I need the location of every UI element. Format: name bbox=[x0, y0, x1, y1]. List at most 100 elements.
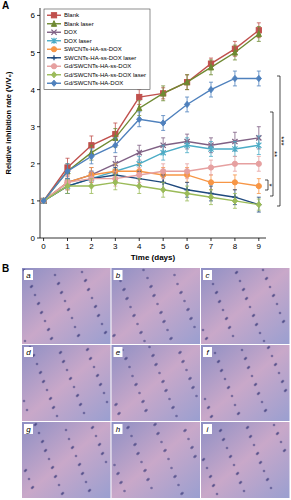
data-point bbox=[184, 169, 189, 174]
error-bar bbox=[89, 145, 93, 160]
y-tick-label: 2 bbox=[31, 160, 36, 169]
nucleus bbox=[68, 438, 71, 441]
image-label-bg bbox=[203, 270, 212, 280]
nucleus bbox=[123, 490, 126, 493]
error-bar bbox=[185, 138, 189, 153]
nucleus bbox=[101, 453, 104, 456]
data-point bbox=[208, 165, 213, 170]
legend-marker bbox=[51, 47, 56, 52]
nucleus bbox=[51, 467, 54, 470]
data-point bbox=[184, 190, 189, 196]
nucleus bbox=[78, 464, 81, 467]
nucleus bbox=[71, 447, 74, 450]
nucleus bbox=[210, 416, 213, 419]
nucleus bbox=[134, 384, 137, 387]
error-bar bbox=[233, 71, 237, 86]
nucleus bbox=[277, 432, 280, 435]
data-point bbox=[41, 198, 46, 204]
nucleus bbox=[46, 389, 49, 392]
nucleus bbox=[136, 323, 139, 326]
image-label: f bbox=[206, 348, 209, 357]
nucleus bbox=[227, 387, 230, 390]
image-label-bg bbox=[24, 270, 33, 280]
image-label-bg bbox=[203, 424, 212, 434]
nucleus bbox=[73, 386, 76, 389]
nucleus bbox=[169, 338, 172, 341]
nucleus bbox=[219, 300, 222, 303]
nucleus bbox=[245, 357, 248, 360]
nucleus bbox=[87, 289, 90, 292]
legend-marker bbox=[51, 55, 56, 60]
nucleus bbox=[220, 370, 223, 373]
error-bar bbox=[66, 179, 70, 194]
data-point bbox=[65, 168, 70, 174]
data-point bbox=[208, 146, 213, 152]
histology-image: g bbox=[22, 422, 111, 498]
nucleus bbox=[82, 472, 85, 475]
data-point bbox=[208, 87, 213, 93]
nucleus bbox=[45, 449, 48, 452]
nucleus bbox=[247, 426, 250, 429]
nucleus bbox=[167, 458, 170, 461]
nucleus bbox=[60, 351, 63, 354]
data-point bbox=[161, 91, 166, 96]
nucleus bbox=[150, 285, 153, 288]
nucleus bbox=[171, 407, 174, 410]
series-line bbox=[44, 164, 259, 201]
nucleus bbox=[113, 464, 116, 467]
nucleus bbox=[160, 311, 163, 314]
data-point bbox=[89, 153, 94, 159]
nucleus bbox=[51, 337, 54, 340]
nucleus bbox=[40, 312, 43, 315]
nucleus bbox=[240, 481, 243, 484]
nucleus bbox=[193, 456, 196, 459]
nucleus bbox=[126, 427, 129, 430]
nucleus bbox=[159, 312, 162, 315]
nucleus bbox=[84, 280, 87, 283]
nucleus bbox=[186, 309, 189, 312]
nucleus bbox=[218, 301, 221, 304]
nucleus bbox=[119, 482, 122, 485]
x-tick-label: 6 bbox=[185, 242, 190, 251]
nucleus bbox=[76, 395, 79, 398]
nucleus bbox=[133, 444, 136, 447]
nucleus bbox=[34, 424, 37, 427]
nucleus bbox=[161, 381, 164, 384]
error-bar bbox=[209, 60, 213, 75]
nucleus bbox=[255, 383, 258, 386]
nucleus bbox=[79, 463, 82, 466]
nucleus bbox=[243, 490, 246, 493]
nucleus bbox=[65, 429, 68, 432]
nucleus bbox=[38, 432, 41, 435]
panel-label: B bbox=[2, 263, 9, 274]
nucleus bbox=[183, 300, 186, 303]
image-label-bg bbox=[114, 270, 123, 280]
nucleus bbox=[211, 415, 214, 418]
nucleus bbox=[248, 366, 251, 369]
nucleus bbox=[48, 458, 51, 461]
x-tick-label: 7 bbox=[209, 242, 214, 251]
x-tick-label: 8 bbox=[233, 242, 238, 251]
data-point bbox=[256, 31, 261, 37]
image-label-bg bbox=[114, 347, 123, 357]
error-bar bbox=[66, 164, 70, 179]
nucleus bbox=[170, 467, 173, 470]
error-bar bbox=[209, 160, 213, 175]
image-area bbox=[112, 268, 201, 344]
nucleus bbox=[251, 375, 254, 378]
nucleus bbox=[269, 286, 272, 289]
image-area bbox=[22, 422, 111, 498]
y-tick bbox=[37, 15, 40, 16]
error-bar bbox=[209, 142, 213, 157]
nucleus bbox=[244, 358, 247, 361]
legend-label: SWCNTs-HA-ss-DOX laser bbox=[64, 55, 136, 61]
histology-image: c bbox=[201, 268, 290, 344]
nucleus bbox=[232, 335, 235, 338]
nucleus bbox=[205, 338, 208, 341]
error-bar bbox=[185, 186, 189, 201]
error-bar bbox=[66, 179, 70, 194]
nucleus bbox=[97, 315, 100, 318]
image-label: e bbox=[116, 348, 121, 357]
data-point bbox=[161, 169, 166, 174]
nucleus bbox=[114, 404, 117, 407]
